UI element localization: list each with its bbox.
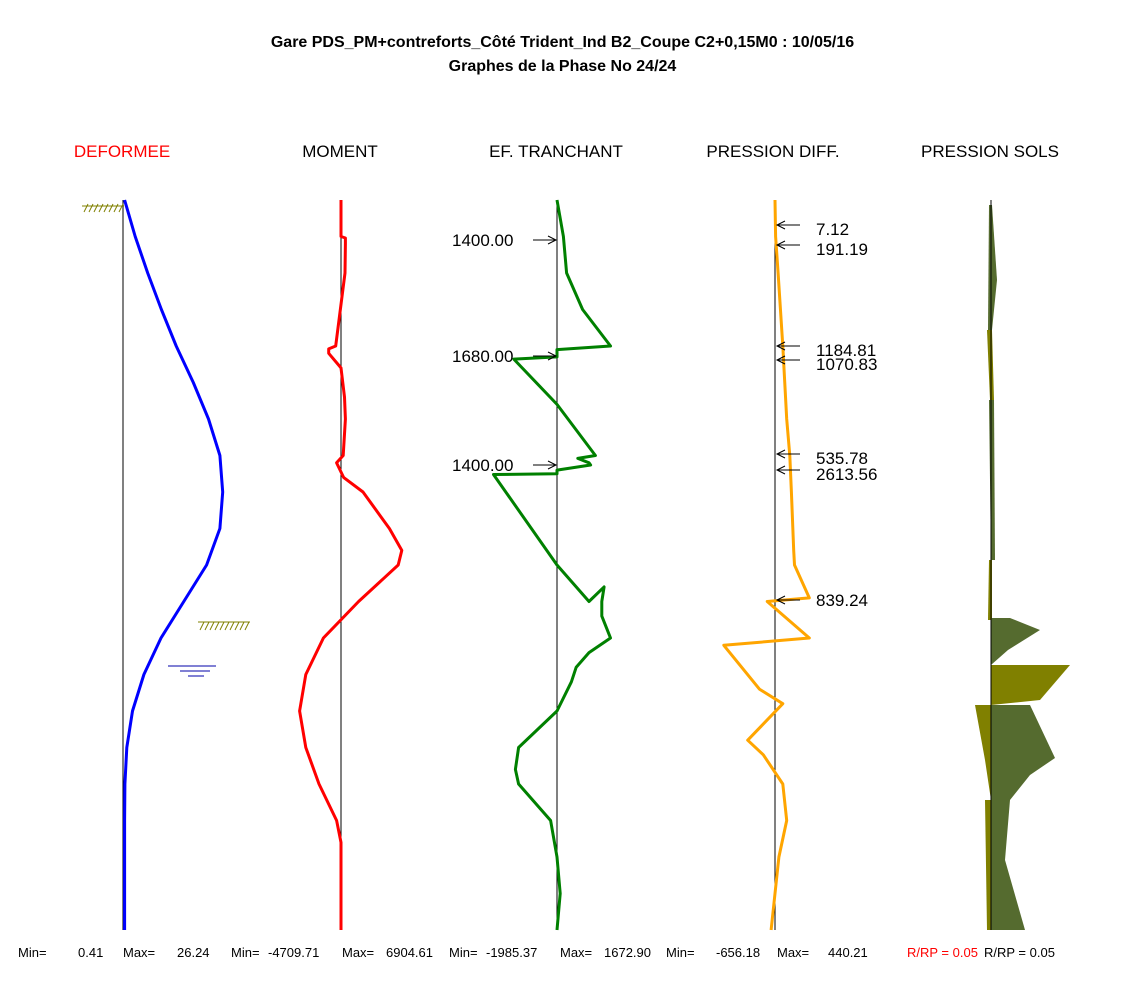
ground-hatch-bottom: [219, 621, 225, 631]
ground-hatch-top: [98, 203, 104, 213]
ground-hatch-top: [103, 203, 109, 213]
tranchant-annotation-arrowhead: [547, 351, 558, 361]
tranchant-annotation: 1400.00: [452, 231, 513, 250]
tranchant-max-value: 1672.90: [604, 945, 651, 960]
tranchant-min-label: Min=: [449, 945, 478, 960]
header-pression-diff: PRESSION DIFF.: [706, 142, 840, 161]
sols-area-olive-left: [975, 705, 991, 800]
pressiondiff-annotation-arrowhead: [775, 595, 786, 605]
ground-hatch-bottom: [199, 621, 205, 631]
deformee-min-value: 0.41: [78, 945, 104, 960]
deformee-min-label: Min=: [18, 945, 47, 960]
ground-hatch-bottom: [244, 621, 250, 631]
ground-hatch-bottom: [224, 621, 230, 631]
chart-title: Gare PDS_PM+contreforts_Côté Trident_Ind…: [270, 34, 855, 51]
ground-hatch-bottom: [234, 621, 240, 631]
deformee-max-label: Max=: [123, 945, 156, 960]
moment-min-value: -4709.71: [268, 945, 320, 960]
sols-area-olive: [991, 665, 1070, 705]
pressiondiff-annotation: 191.19: [816, 240, 868, 259]
tranchant-curve: [492, 199, 612, 931]
pressiondiff-min-value: -656.18: [716, 945, 761, 960]
ground-hatch-top: [93, 203, 99, 213]
deformee-curve: [123, 199, 225, 930]
pressiondiff-annotation: 535.78: [816, 449, 868, 468]
sols-area-dark: [991, 618, 1040, 665]
rrp-right: R/RP = 0.05: [984, 945, 1055, 960]
pressiondiff-annotation: 2613.56: [816, 465, 877, 484]
header-pression-sols: PRESSION SOLS: [921, 142, 1059, 161]
header-deformee: DEFORMEE: [73, 142, 171, 161]
rrp-left: R/RP = 0.05: [907, 945, 978, 960]
chart-subtitle: Graphes de la Phase No 24/24: [448, 58, 677, 75]
sols-area-olive-base: [985, 800, 991, 930]
ground-hatch-bottom: [204, 621, 210, 631]
pressiondiff-annotation-arrowhead: [775, 341, 786, 351]
pressiondiff-annotation-arrowhead: [775, 355, 786, 365]
sols-area: [988, 205, 997, 330]
tranchant-annotation-arrowhead: [547, 235, 558, 245]
pressiondiff-annotation-arrowhead: [775, 449, 786, 459]
sols-area-dark-lower: [991, 705, 1055, 930]
tranchant-annotation: 1400.00: [452, 456, 513, 475]
moment-curve: [298, 200, 404, 930]
pressiondiff-annotation: 1070.83: [816, 355, 877, 374]
pressiondiff-annotation-arrowhead: [775, 465, 786, 475]
pressiondiff-annotation-arrowhead: [775, 220, 786, 230]
tranchant-max-label: Max=: [560, 945, 593, 960]
pressiondiff-annotation-arrowhead: [775, 240, 786, 250]
deformee-max-value: 26.24: [177, 945, 210, 960]
tranchant-annotation: 1680.00: [452, 347, 513, 366]
tranchant-min-value: -1985.37: [486, 945, 538, 960]
moment-max-label: Max=: [342, 945, 375, 960]
ground-hatch-bottom: [209, 621, 215, 631]
pressiondiff-curve: [722, 199, 811, 931]
pressiondiff-min-label: Min=: [666, 945, 695, 960]
ground-hatch-bottom: [229, 621, 235, 631]
pressiondiff-annotation: 1184.81: [816, 341, 876, 360]
header-tranchant: EF. TRANCHANT: [489, 142, 623, 161]
ground-hatch-top: [118, 203, 124, 213]
ground-hatch-bottom: [239, 621, 245, 631]
pressiondiff-annotation: 7.12: [816, 220, 849, 239]
pressiondiff-annotation: 839.24: [816, 591, 868, 610]
ground-hatch-bottom: [214, 621, 220, 631]
ground-hatch-top: [88, 203, 94, 213]
sols-area: [989, 400, 995, 560]
pressiondiff-max-label: Max=: [777, 945, 810, 960]
ground-hatch-top: [108, 203, 114, 213]
tranchant-annotation-arrowhead: [547, 460, 558, 470]
ground-hatch-top: [83, 203, 89, 213]
moment-max-value: 6904.61: [386, 945, 433, 960]
ground-hatch-top: [113, 203, 119, 213]
moment-min-label: Min=: [231, 945, 260, 960]
pressiondiff-max-value: 440.21: [828, 945, 868, 960]
header-moment: MOMENT: [302, 142, 378, 161]
